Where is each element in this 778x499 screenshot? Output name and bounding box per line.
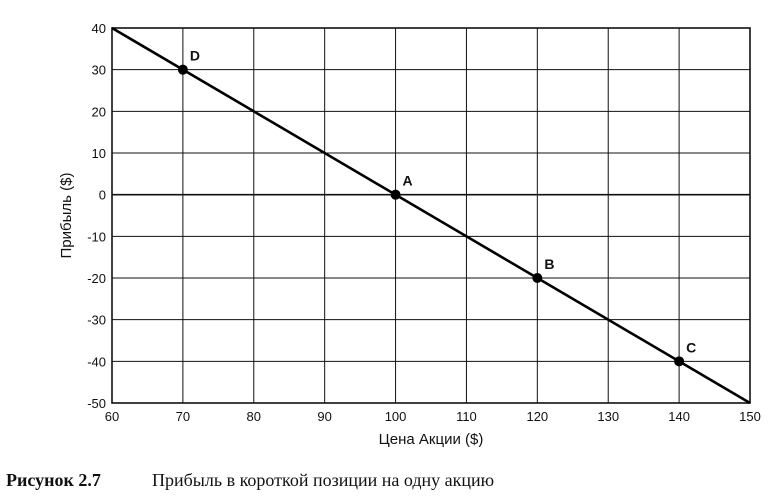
point-b-marker [532,273,543,283]
y-axis-title: Прибыль ($) [58,173,75,259]
y-tick-label: 20 [92,104,106,119]
y-tick-label: -20 [87,271,106,286]
y-tick-label: -30 [87,313,106,328]
x-tick-labels: 60 70 80 90 100 110 120 130 140 150 [105,409,761,424]
x-tick-label: 110 [456,409,477,424]
x-tick-label: 90 [317,409,331,424]
x-tick-label: 120 [526,409,548,424]
figure-number: Рисунок 2.7 [6,470,101,490]
point-b-label: B [544,256,554,272]
y-tick-label: -10 [87,229,106,244]
y-tick-label: -50 [87,396,106,411]
x-tick-label: 70 [176,409,190,424]
figure-caption-text: Прибыль в короткой позиции на одну акцию [152,470,495,490]
x-axis-title: Цена Акции ($) [379,431,484,448]
y-tick-labels: 40 30 20 10 0 -10 -20 -30 -40 -50 [87,21,106,411]
y-tick-label: 10 [92,146,106,161]
x-tick-label: 130 [597,409,619,424]
point-d-label: D [190,48,200,64]
figure-caption: Рисунок 2.7 Прибыль в короткой позиции на… [6,470,494,491]
point-d-marker [177,64,188,75]
x-tick-label: 140 [668,409,690,424]
series [111,26,751,405]
data-points: D A B C [177,48,696,367]
x-tick-label: 150 [739,409,761,424]
series-line [111,26,751,405]
plot-frame [111,27,751,404]
point-c-label: C [686,339,696,355]
y-tick-label: 40 [92,21,106,36]
y-tick-label: -40 [87,354,106,369]
x-tick-label: 60 [105,409,119,424]
x-tick-label: 100 [385,409,407,424]
point-c-marker [674,356,685,367]
y-tick-label: 30 [92,63,106,78]
x-tick-label: 80 [247,409,261,424]
point-a-label: A [403,173,413,189]
y-tick-label: 0 [99,188,106,203]
point-a-marker [390,189,401,200]
